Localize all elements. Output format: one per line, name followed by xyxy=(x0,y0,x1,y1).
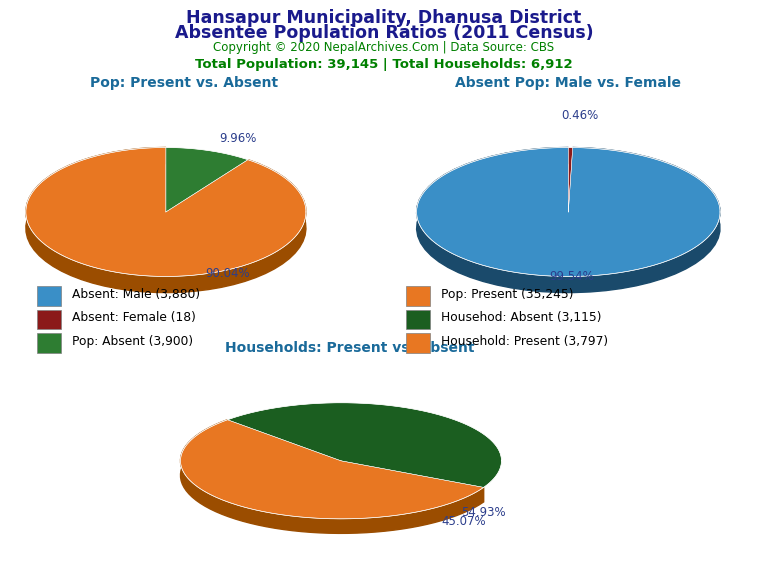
Text: Househod: Absent (3,115): Househod: Absent (3,115) xyxy=(441,312,601,324)
FancyBboxPatch shape xyxy=(38,333,61,353)
Text: Absent: Female (18): Absent: Female (18) xyxy=(72,312,196,324)
Text: 90.04%: 90.04% xyxy=(205,267,250,280)
Title: Absent Pop: Male vs. Female: Absent Pop: Male vs. Female xyxy=(455,75,681,90)
Polygon shape xyxy=(416,147,720,276)
Polygon shape xyxy=(180,420,484,519)
Polygon shape xyxy=(227,403,502,487)
Text: Pop: Absent (3,900): Pop: Absent (3,900) xyxy=(72,335,194,348)
FancyBboxPatch shape xyxy=(38,310,61,329)
Polygon shape xyxy=(180,420,484,533)
Text: Total Population: 39,145 | Total Households: 6,912: Total Population: 39,145 | Total Househo… xyxy=(195,58,573,71)
Text: 99.54%: 99.54% xyxy=(549,270,594,283)
Text: Household: Present (3,797): Household: Present (3,797) xyxy=(441,335,608,348)
Polygon shape xyxy=(166,147,248,212)
Text: Copyright © 2020 NepalArchives.Com | Data Source: CBS: Copyright © 2020 NepalArchives.Com | Dat… xyxy=(214,41,554,55)
FancyBboxPatch shape xyxy=(406,286,430,305)
Text: Absent: Male (3,880): Absent: Male (3,880) xyxy=(72,288,200,301)
FancyBboxPatch shape xyxy=(38,286,61,305)
Text: Absentee Population Ratios (2011 Census): Absentee Population Ratios (2011 Census) xyxy=(174,24,594,42)
Text: Hansapur Municipality, Dhanusa District: Hansapur Municipality, Dhanusa District xyxy=(187,9,581,26)
Title: Households: Present vs. Absent: Households: Present vs. Absent xyxy=(225,340,474,355)
Polygon shape xyxy=(568,147,573,212)
FancyBboxPatch shape xyxy=(406,310,430,329)
Text: 9.96%: 9.96% xyxy=(219,132,257,145)
Text: 54.93%: 54.93% xyxy=(461,506,505,520)
Polygon shape xyxy=(26,147,306,293)
Polygon shape xyxy=(26,147,306,276)
Title: Pop: Present vs. Absent: Pop: Present vs. Absent xyxy=(91,75,278,90)
FancyBboxPatch shape xyxy=(406,333,430,353)
Text: 45.07%: 45.07% xyxy=(442,515,486,528)
Text: Pop: Present (35,245): Pop: Present (35,245) xyxy=(441,288,573,301)
Text: 0.46%: 0.46% xyxy=(561,109,598,122)
Polygon shape xyxy=(416,147,720,293)
